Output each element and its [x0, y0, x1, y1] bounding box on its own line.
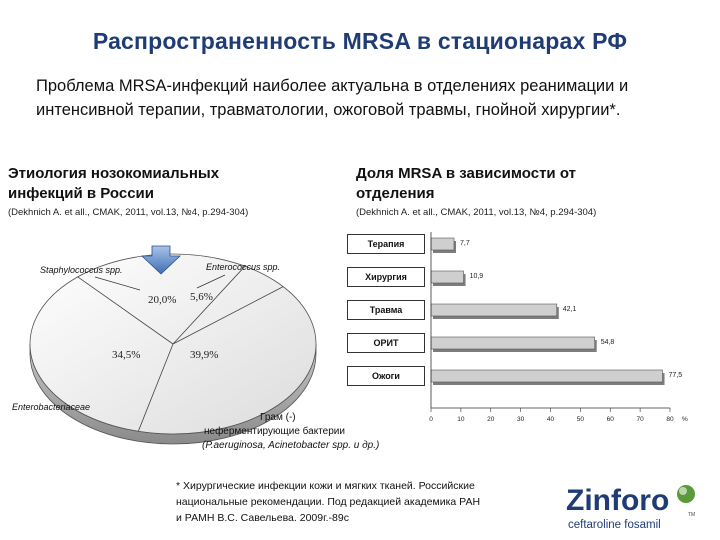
pie-label-enterobact: Enterobacteriaceae: [12, 402, 91, 412]
leader-staph: [94, 276, 141, 291]
bar-value-label-0: 7,7: [460, 240, 470, 247]
x-tick-label-8: 80: [666, 416, 674, 423]
pie-value-gram: 39,9%: [190, 349, 218, 361]
x-axis-label: %: [682, 416, 688, 423]
page-title: Распространенность MRSA в стационарах РФ: [92, 28, 628, 54]
bar-category-2: Травма: [347, 300, 425, 320]
left-citation: (Dekhnich A. et all., CMAK, 2011, vol.13…: [8, 207, 249, 218]
pie-divider-1: [172, 265, 246, 345]
x-tick-label-2: 20: [487, 416, 495, 423]
logo-brand: Zinforo: [566, 484, 669, 517]
left-heading-line1: Этиология нозокомиальных: [8, 165, 220, 182]
logo-globe-icon: [677, 485, 695, 503]
right-citation: (Dekhnich A. et all., CMAK, 2011, vol.13…: [356, 207, 597, 218]
x-tick-label-0: 0: [429, 416, 433, 423]
bar-1: [430, 270, 464, 284]
pie-label-gram-line2: неферментирующие бактерии: [204, 426, 345, 437]
footnote-line2: национальные рекомендации. Под редакцией…: [176, 496, 481, 508]
footnote-line3: и РАМН В.С. Савельева. 2009г.-89с: [176, 512, 349, 524]
footnote-line1: * Хирургические инфекции кожи и мягких т…: [176, 480, 475, 492]
bar-0: [430, 237, 455, 251]
x-tick-label-6: 60: [607, 416, 615, 423]
pie-slice-dividers: [77, 265, 284, 432]
pie-chart: 20,0% 5,6% 34,5% 39,9%: [29, 245, 317, 445]
bar-chart: 7,7 10,9 42,1 54,8 77,5 0 10 20 30 40 50 60 70 80%: [429, 232, 688, 423]
x-tick-label-3: 30: [517, 416, 525, 423]
x-tick-label-4: 40: [547, 416, 555, 423]
zinforo-logo: Zinforo TM ceftaroline fosamil: [566, 484, 695, 531]
pie-label-gram-line3: (P.aeruginosa, Acinetobacter spp. и др.): [202, 440, 380, 451]
x-tick-label-7: 70: [637, 416, 645, 423]
pie-divider-0: [77, 276, 174, 345]
x-tick-label-5: 50: [577, 416, 585, 423]
pie-divider-2: [172, 286, 284, 345]
bar-category-0: Терапия: [347, 234, 425, 254]
bar-value-label-1: 10,9: [470, 273, 484, 280]
pie-label-gram-line1: Грам (-): [260, 412, 296, 423]
bar-value-label-2: 42,1: [563, 306, 577, 313]
highlight-arrow-icon: [140, 245, 182, 275]
logo-subtitle: ceftaroline fosamil: [568, 519, 661, 531]
bar-category-4: Ожоги: [347, 366, 425, 386]
pie-divider-3: [137, 343, 174, 432]
right-heading-line1: Доля MRSA в зависимости от: [356, 165, 576, 182]
bar-4: [430, 369, 663, 383]
bar-category-1: Хирургия: [347, 267, 425, 287]
bar-2: [430, 303, 558, 317]
pie-value-staph: 20,0%: [148, 294, 176, 306]
pie-value-enterobact: 34,5%: [112, 349, 140, 361]
right-heading-line2: отделения: [356, 185, 435, 202]
footnote: * Хирургические инфекции кожи и мягких т…: [176, 478, 546, 526]
pie-label-staph: Staphylococcus spp.: [40, 265, 123, 275]
bar-value-label-4: 77,5: [669, 372, 683, 379]
leader-entero: [196, 274, 226, 289]
logo-tm: TM: [688, 512, 695, 518]
left-heading-line2: инфекций в России: [8, 185, 155, 202]
bar-3: [430, 336, 596, 350]
intro-text: Проблема MRSA-инфекций наиболее актуальн…: [36, 77, 629, 119]
bar-category-3: ОРИТ: [347, 333, 425, 353]
bar-value-label-3: 54,8: [601, 339, 615, 346]
pie-label-entero: Enterococcus spp.: [206, 262, 281, 272]
x-tick-label-1: 10: [457, 416, 465, 423]
pie-value-entero: 5,6%: [190, 291, 213, 303]
